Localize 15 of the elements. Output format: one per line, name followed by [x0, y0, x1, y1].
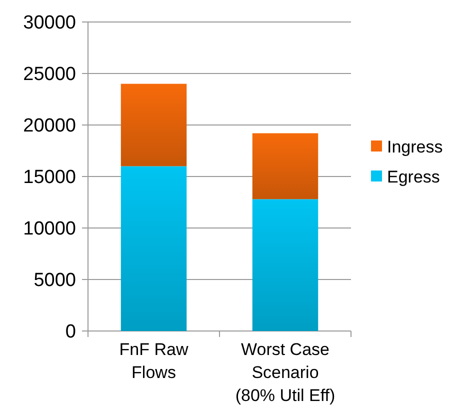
- y-tick-label: 25000: [23, 64, 76, 86]
- bar: [252, 199, 318, 331]
- x-tick-label: Worst Case Scenario (80% Util Eff): [235, 340, 336, 405]
- legend-label: Egress: [387, 167, 440, 186]
- bar: [252, 133, 318, 200]
- y-tick-label: 15000: [23, 167, 76, 188]
- y-tick-label: 30000: [23, 12, 76, 34]
- y-tick-label: 0: [65, 322, 76, 343]
- bar: [120, 166, 187, 331]
- y-tick-label: 10000: [23, 218, 76, 240]
- legend-label: Ingress: [387, 137, 443, 156]
- x-tick-label: FnF Raw Flows: [119, 340, 189, 382]
- y-tick-label: 5000: [34, 270, 76, 292]
- y-tick-label: 20000: [23, 116, 76, 137]
- bar: [120, 84, 187, 166]
